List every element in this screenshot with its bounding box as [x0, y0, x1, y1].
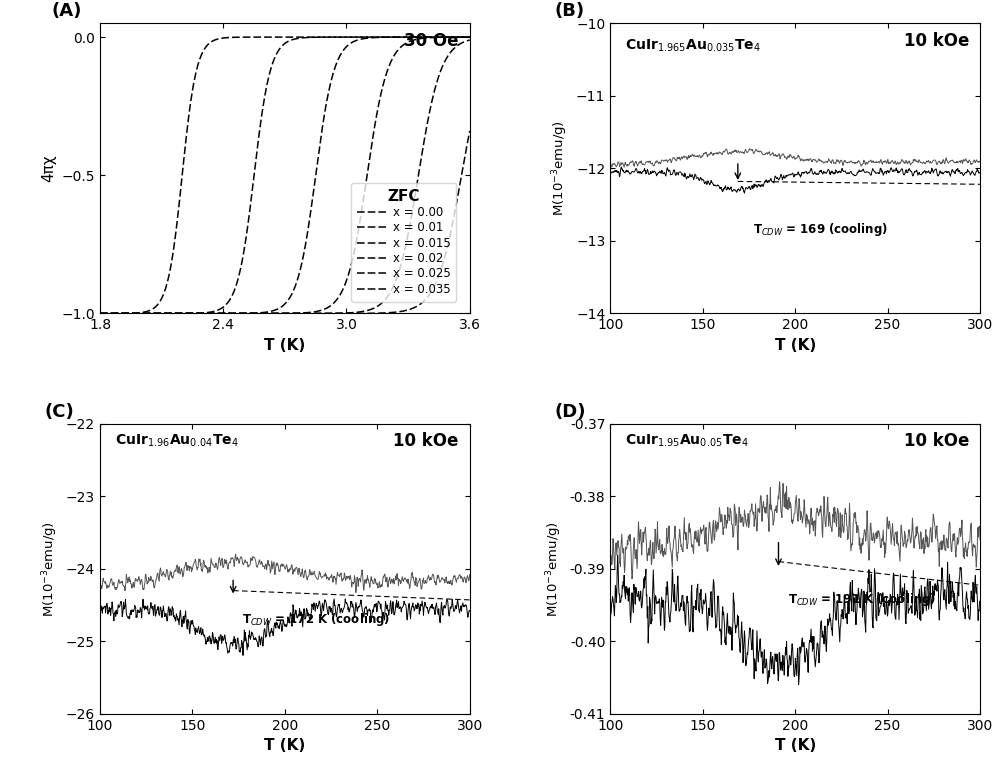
x = 0.035 — [464, 33, 476, 42]
Text: (A): (A) — [52, 2, 82, 20]
Text: CuIr$_{1.96}$Au$_{0.04}$Te$_4$: CuIr$_{1.96}$Au$_{0.04}$Te$_4$ — [115, 432, 238, 449]
Text: T$_{CDW}$ = 191 K (cooling): T$_{CDW}$ = 191 K (cooling) — [788, 591, 936, 608]
Y-axis label: M(10$^{-3}$emu/g): M(10$^{-3}$emu/g) — [41, 521, 60, 617]
Text: 30 Oe: 30 Oe — [404, 32, 459, 50]
x = 0.02 — [453, 33, 465, 42]
x = 0.025 — [453, 33, 465, 42]
x = 0.025 — [453, 33, 465, 42]
x = 0.035 — [94, 309, 106, 318]
x = 0.00 — [94, 309, 106, 318]
x = 0.02 — [113, 309, 125, 318]
Y-axis label: M(10$^{-3}$emu/g): M(10$^{-3}$emu/g) — [551, 120, 570, 217]
x = 0.015 — [385, 57, 397, 66]
Line: x = 0.00: x = 0.00 — [100, 131, 470, 314]
x = 0.02 — [385, 33, 397, 42]
Text: (D): (D) — [555, 403, 586, 421]
Text: 10 kOe: 10 kOe — [393, 432, 459, 450]
x = 0.025 — [94, 309, 106, 318]
Text: T$_{CDW}$ = 169 (cooling): T$_{CDW}$ = 169 (cooling) — [753, 221, 888, 238]
Line: x = 0.025: x = 0.025 — [100, 37, 470, 314]
x = 0.02 — [453, 33, 465, 42]
Line: x = 0.015: x = 0.015 — [100, 37, 470, 314]
X-axis label: T (K): T (K) — [775, 338, 816, 353]
X-axis label: T (K): T (K) — [264, 338, 305, 353]
x = 0.035 — [274, 33, 286, 42]
x = 0.025 — [264, 68, 276, 77]
x = 0.035 — [453, 33, 465, 42]
Text: 10 kOe: 10 kOe — [904, 432, 969, 450]
Legend: x = 0.00, x = 0.01, x = 0.015, x = 0.02, x = 0.025, x = 0.035: x = 0.00, x = 0.01, x = 0.015, x = 0.02,… — [351, 183, 456, 302]
x = 0.01 — [94, 309, 106, 318]
Text: (C): (C) — [45, 403, 74, 421]
x = 0.01 — [113, 309, 125, 318]
x = 0.035 — [264, 33, 276, 42]
x = 0.025 — [274, 44, 286, 54]
x = 0.01 — [264, 309, 276, 318]
x = 0.015 — [453, 33, 465, 42]
Line: x = 0.01: x = 0.01 — [100, 40, 470, 314]
x = 0.015 — [113, 309, 125, 318]
x = 0.015 — [274, 309, 286, 318]
X-axis label: T (K): T (K) — [775, 738, 816, 753]
Text: 10 kOe: 10 kOe — [904, 32, 969, 50]
x = 0.015 — [453, 33, 465, 42]
x = 0.025 — [385, 33, 397, 42]
x = 0.02 — [464, 33, 476, 42]
x = 0.02 — [94, 309, 106, 318]
x = 0.02 — [264, 307, 276, 316]
Line: x = 0.02: x = 0.02 — [100, 37, 470, 314]
x = 0.035 — [453, 33, 465, 42]
Text: CuIr$_{1.965}$Au$_{0.035}$Te$_4$: CuIr$_{1.965}$Au$_{0.035}$Te$_4$ — [625, 38, 761, 54]
Y-axis label: 4πχ: 4πχ — [41, 154, 56, 182]
x = 0.00 — [274, 309, 286, 318]
x = 0.00 — [385, 308, 397, 317]
Y-axis label: M(10$^{-3}$emu/g): M(10$^{-3}$emu/g) — [545, 521, 564, 617]
x = 0.00 — [464, 126, 476, 136]
x = 0.025 — [464, 33, 476, 42]
x = 0.035 — [385, 33, 397, 42]
x = 0.00 — [264, 309, 276, 318]
x = 0.02 — [274, 303, 286, 313]
Text: (B): (B) — [555, 2, 585, 20]
x = 0.01 — [464, 36, 476, 45]
x = 0.00 — [453, 185, 465, 194]
x = 0.035 — [449, 33, 461, 42]
Line: x = 0.035: x = 0.035 — [100, 37, 470, 314]
x = 0.025 — [113, 309, 125, 318]
Text: CuIr$_{1.95}$Au$_{0.05}$Te$_4$: CuIr$_{1.95}$Au$_{0.05}$Te$_4$ — [625, 432, 749, 449]
x = 0.01 — [274, 309, 286, 318]
x = 0.01 — [453, 40, 465, 49]
x = 0.015 — [464, 33, 476, 42]
Text: T$_{CDW}$ = 172 K (cooling): T$_{CDW}$ = 172 K (cooling) — [242, 611, 391, 628]
x = 0.035 — [113, 309, 125, 318]
x = 0.015 — [264, 309, 276, 318]
x = 0.00 — [113, 309, 125, 318]
X-axis label: T (K): T (K) — [264, 738, 305, 753]
x = 0.01 — [453, 40, 465, 49]
x = 0.015 — [94, 309, 106, 318]
x = 0.00 — [453, 185, 465, 195]
x = 0.01 — [385, 286, 397, 296]
